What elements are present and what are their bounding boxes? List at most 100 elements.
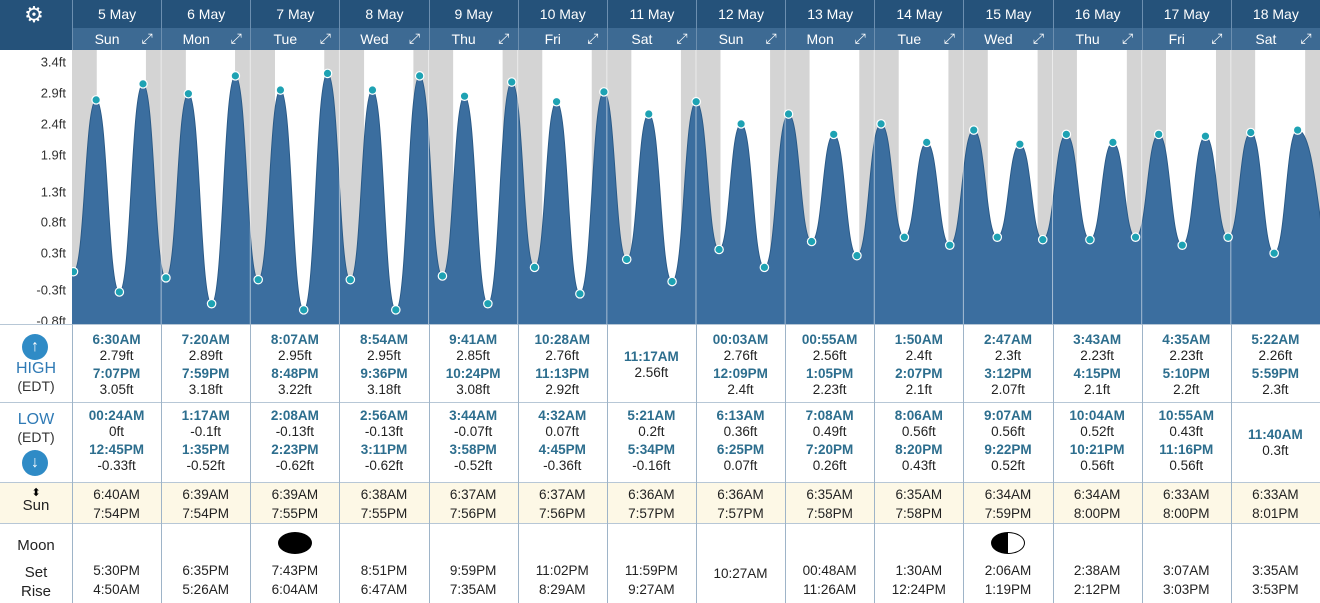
tide-point[interactable] xyxy=(643,109,654,119)
tide-point[interactable] xyxy=(828,129,839,140)
expand-icon[interactable]: ⤢ xyxy=(676,30,688,46)
day-of-week: Wed xyxy=(340,28,429,50)
tide-point[interactable] xyxy=(968,125,979,135)
tide-point[interactable] xyxy=(138,79,148,89)
tide-point[interactable] xyxy=(921,137,932,148)
tide-point[interactable] xyxy=(575,289,585,299)
tide-point[interactable] xyxy=(667,276,677,287)
moonset-time: 2:06AM xyxy=(984,563,1032,578)
expand-icon[interactable]: ⤢ xyxy=(408,30,421,46)
tide-point[interactable] xyxy=(529,262,540,273)
high-tide-height: 2.1ft xyxy=(1083,382,1111,397)
day-column-header: 5 May Sun ⤢ xyxy=(72,0,162,50)
arrow-down-icon[interactable]: ↓ xyxy=(22,450,48,476)
row-divider xyxy=(0,482,1320,483)
low-tide-height: -0.33ft xyxy=(97,458,136,473)
high-tide-cell: 9:41AM 2.85ft 10:24PM 3.08ft xyxy=(429,332,518,398)
tide-point[interactable] xyxy=(459,91,470,101)
expand-icon[interactable]: ⤢ xyxy=(141,30,153,46)
expand-icon[interactable]: ⤢ xyxy=(587,30,599,46)
tide-point[interactable] xyxy=(944,240,955,250)
expand-icon[interactable]: ⤢ xyxy=(319,30,331,46)
tide-point[interactable] xyxy=(437,271,448,281)
tide-point[interactable] xyxy=(1153,129,1164,140)
tide-point[interactable] xyxy=(114,287,125,297)
high-tide-cell: 4:35AM 2.23ft 5:10PM 2.2ft xyxy=(1142,332,1231,398)
tide-point[interactable] xyxy=(298,305,309,315)
sun-cell: 6:35AM 7:58PM xyxy=(874,487,963,522)
tide-point[interactable] xyxy=(72,266,79,277)
moonrise-time: 11:26AM xyxy=(803,582,857,597)
expand-icon[interactable]: ⤢ xyxy=(943,30,955,46)
tide-point[interactable] xyxy=(1292,125,1303,135)
tide-point[interactable] xyxy=(783,109,794,119)
tide-point[interactable] xyxy=(230,71,241,81)
low-tide-time: 5:34PM xyxy=(627,442,676,457)
day-column-header: 7 May Tue ⤢ xyxy=(250,0,340,50)
expand-icon[interactable]: ⤢ xyxy=(1300,30,1312,46)
tide-point[interactable] xyxy=(992,232,1003,242)
tide-point[interactable] xyxy=(506,77,517,87)
tide-point[interactable] xyxy=(621,254,632,265)
expand-icon[interactable]: ⤢ xyxy=(498,30,510,46)
tide-point[interactable] xyxy=(1015,139,1025,150)
sunset-time: 7:57PM xyxy=(717,506,764,521)
high-tide-time: 9:41AM xyxy=(449,332,498,347)
expand-icon[interactable]: ⤢ xyxy=(230,30,242,46)
low-tide-time: 3:58PM xyxy=(449,442,497,457)
moon-cell: 3:35AM 3:53PM xyxy=(1231,563,1320,598)
tide-point[interactable] xyxy=(551,96,562,107)
tide-point[interactable] xyxy=(1245,127,1256,138)
tide-point[interactable] xyxy=(206,298,217,309)
high-tide-time: 8:07AM xyxy=(270,332,319,347)
tide-point[interactable] xyxy=(1130,232,1141,242)
tide-point[interactable] xyxy=(852,250,862,261)
high-tide-height: 2.23ft xyxy=(1169,348,1204,363)
expand-icon[interactable]: ⤢ xyxy=(854,30,866,46)
sun-toggle-icon[interactable]: ⬍ xyxy=(31,487,41,499)
tide-point[interactable] xyxy=(806,236,817,247)
tide-point[interactable] xyxy=(1269,248,1279,258)
tide-point[interactable] xyxy=(1177,240,1188,250)
tide-point[interactable] xyxy=(275,85,286,95)
high-tide-cell: 8:54AM 2.95ft 9:36PM 3.18ft xyxy=(339,332,428,398)
tide-point[interactable] xyxy=(1108,137,1118,148)
day-column-header: 15 May Wed ⤢ xyxy=(963,0,1053,50)
tide-point[interactable] xyxy=(899,232,910,242)
day-date: 9 May xyxy=(454,6,493,22)
tide-point[interactable] xyxy=(345,274,356,285)
tide-point[interactable] xyxy=(161,273,171,283)
low-tide-height: 0.52ft xyxy=(991,458,1025,473)
tide-point[interactable] xyxy=(876,119,886,129)
tide-point[interactable] xyxy=(183,88,194,99)
tide-point[interactable] xyxy=(599,87,609,97)
tide-point[interactable] xyxy=(391,305,401,315)
tide-point[interactable] xyxy=(691,96,701,107)
gear-icon[interactable]: ⚙ xyxy=(24,2,44,27)
tide-point[interactable] xyxy=(253,274,264,285)
tide-point[interactable] xyxy=(759,262,770,273)
tide-point[interactable] xyxy=(367,85,378,95)
tide-point[interactable] xyxy=(414,71,425,81)
tide-point[interactable] xyxy=(483,298,493,309)
low-tide-height: -0.52ft xyxy=(453,458,493,473)
high-tide-height: 2.56ft xyxy=(634,365,669,380)
tide-point[interactable] xyxy=(1037,234,1048,245)
day-of-week: Tue xyxy=(875,28,964,50)
tide-point[interactable] xyxy=(91,95,101,105)
expand-icon[interactable]: ⤢ xyxy=(1211,30,1223,46)
tide-point[interactable] xyxy=(1200,131,1211,142)
tide-point[interactable] xyxy=(1223,232,1233,242)
tide-point[interactable] xyxy=(1061,129,1072,140)
tide-point[interactable] xyxy=(1085,234,1095,245)
expand-icon[interactable]: ⤢ xyxy=(1032,30,1045,46)
day-date: 5 May xyxy=(98,6,137,22)
arrow-up-icon[interactable]: ↑ xyxy=(22,334,48,360)
tide-point[interactable] xyxy=(714,244,724,255)
tide-point[interactable] xyxy=(322,68,333,79)
day-date: 17 May xyxy=(1163,6,1210,22)
sunset-time: 7:56PM xyxy=(538,506,586,521)
expand-icon[interactable]: ⤢ xyxy=(1122,30,1134,46)
tide-point[interactable] xyxy=(736,119,746,129)
expand-icon[interactable]: ⤢ xyxy=(765,30,777,46)
